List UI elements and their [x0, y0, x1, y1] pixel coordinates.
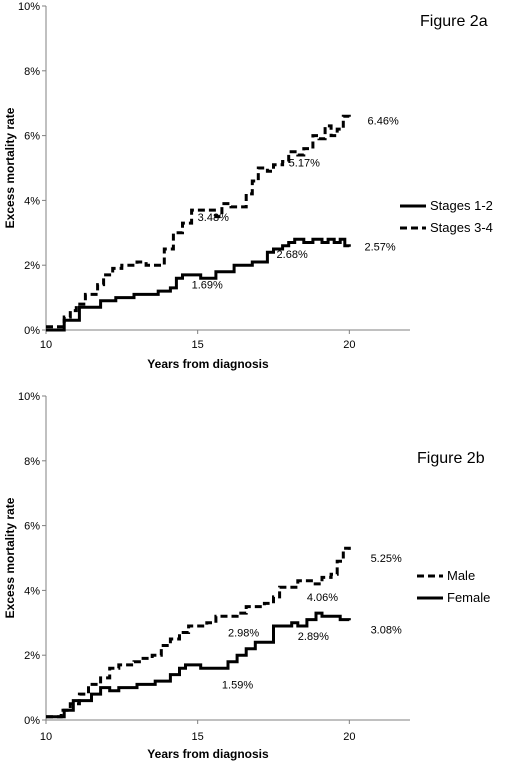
chart-2-x-tick-label: 10 — [40, 731, 52, 743]
chart-2-data-label: 4.06% — [307, 592, 338, 604]
chart-1-data-label: 5.17% — [289, 157, 320, 169]
chart-2-series-male-line — [46, 546, 351, 719]
chart-1-data-label: 6.46% — [368, 116, 399, 128]
chart-1-series-stages-3-4-line — [46, 114, 351, 329]
chart-2-group: 0% 2% 4% 6% 8% 10% 10 15 20 Excess mortality rate… — [3, 391, 490, 761]
chart-1-data-label: 1.69% — [192, 280, 223, 292]
chart-2-title: Figure 2b — [417, 450, 485, 467]
chart-2-y-tick-label: 4% — [24, 585, 40, 597]
chart-1-data-label: 2.68% — [277, 249, 308, 261]
chart-2-x-tick-label: 20 — [343, 731, 355, 743]
chart-2-legend-label: Female — [447, 590, 490, 605]
chart-1-title: Figure 2a — [420, 13, 488, 30]
chart-2-data-label: 1.59% — [222, 679, 253, 691]
chart-2-y-axis-title: Excess mortality rate — [3, 497, 17, 618]
chart-1-legend-label: Stages 3-4 — [430, 220, 493, 235]
chart-1-y-tick-label: 10% — [18, 1, 40, 13]
chart-1-y-tick-label: 2% — [24, 260, 40, 272]
chart-1-series-stages-1-2-line — [46, 237, 351, 332]
chart-2-data-label: 2.98% — [228, 628, 259, 640]
chart-2-x-tick-label: 15 — [192, 731, 204, 743]
chart-2-y-tick-label: 2% — [24, 650, 40, 662]
chart-2-y-tick-label: 10% — [18, 391, 40, 403]
chart-1-y-tick-label: 6% — [24, 131, 40, 143]
chart-1-y-tick-label: 4% — [24, 195, 40, 207]
chart-2-data-label: 2.89% — [298, 631, 329, 643]
chart-2-y-tick-label: 6% — [24, 521, 40, 533]
chart-2-legend-label: Male — [447, 568, 475, 583]
chart-1-x-tick-label: 10 — [40, 339, 52, 351]
chart-2-data-label: 3.08% — [371, 624, 402, 636]
chart-1-x-axis-title: Years from diagnosis — [147, 357, 269, 371]
chart-1-data-label: 3.48% — [198, 212, 229, 224]
chart-1-legend-label: Stages 1-2 — [430, 198, 493, 213]
chart-1-group: 0% 2% 4% 6% 8% 10% 10 15 20 Excess mortality rate… — [3, 1, 493, 371]
chart-1-y-tick-label: 0% — [24, 325, 40, 337]
chart-2-y-tick-label: 0% — [24, 715, 40, 727]
chart-2-x-axis-title: Years from diagnosis — [147, 747, 269, 761]
chart-2-data-label: 5.25% — [371, 553, 402, 565]
chart-1-y-axis-title: Excess mortality rate — [3, 107, 17, 228]
chart-1-y-tick-label: 8% — [24, 66, 40, 78]
chart-2-series-female-line — [46, 611, 351, 719]
chart-2-y-tick-label: 8% — [24, 456, 40, 468]
chart-1-data-label: 2.57% — [365, 242, 396, 254]
chart-1-x-tick-label: 15 — [192, 339, 204, 351]
chart-1-x-tick-label: 20 — [343, 339, 355, 351]
